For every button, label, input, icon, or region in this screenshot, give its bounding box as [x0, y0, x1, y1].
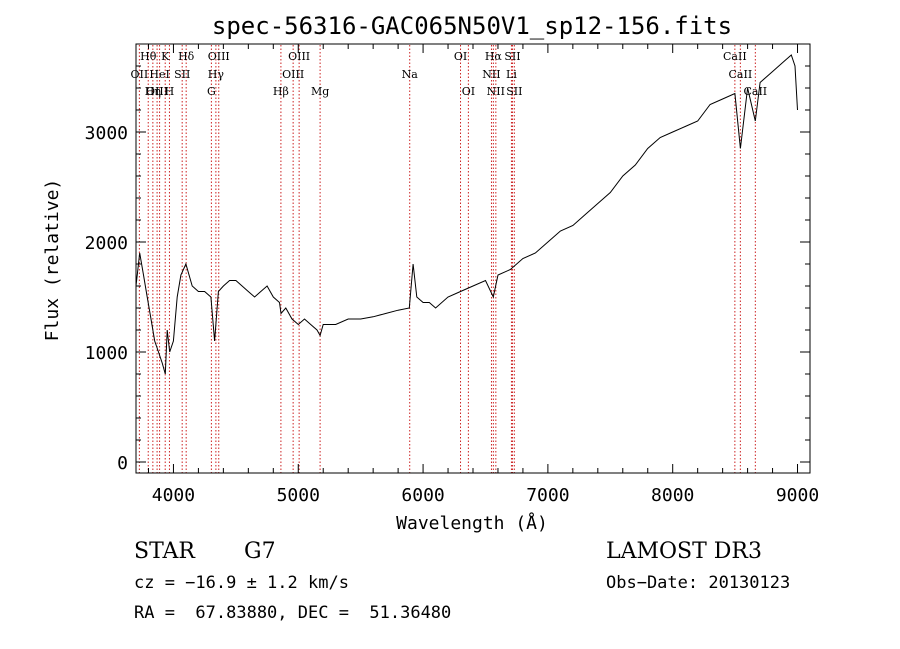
- line-label-0: Hθ: [140, 50, 157, 63]
- object-class: STAR: [134, 539, 195, 564]
- x-tick-label-3: 7000: [526, 485, 569, 506]
- line-label-26: CaII: [729, 68, 753, 81]
- line-label-17: OI: [454, 50, 467, 63]
- y-tick-label-1: 1000: [85, 343, 128, 364]
- line-label-19: Hα: [485, 50, 503, 63]
- x-tick-label-2: 6000: [401, 485, 444, 506]
- line-label-5: K: [161, 50, 170, 63]
- y-axis: 0 1000 2000 3000: [85, 65, 810, 474]
- line-label-20: NII: [482, 68, 500, 81]
- line-label-2: Hη: [145, 85, 161, 98]
- redshift-velocity: cz = −16.9 ± 1.2 km/s: [134, 573, 349, 593]
- x-axis-label: Wavelength (Å): [396, 512, 548, 534]
- line-label-22: SII: [504, 50, 520, 63]
- line-label-13: OIII: [288, 50, 310, 63]
- line-label-1: OII: [131, 68, 149, 81]
- sky-coordinates: RA = 67.83880, DEC = 51.36480: [134, 603, 452, 623]
- survey-name: LAMOST DR3: [606, 539, 762, 564]
- plot-frame: [135, 43, 811, 474]
- line-label-16: Na: [402, 68, 419, 81]
- x-axis: 4000 5000 6000 7000 8000 9000: [147, 44, 819, 506]
- line-label-4: HeI: [149, 68, 169, 81]
- x-tick-label-4: 8000: [651, 485, 694, 506]
- line-label-23: Li: [506, 68, 517, 81]
- emission-line-markers: [138, 45, 756, 473]
- line-label-12: Hβ: [273, 85, 289, 98]
- line-label-10: Hγ: [208, 68, 225, 81]
- y-axis-label: Flux (relative): [42, 179, 63, 342]
- line-label-15: Mg: [311, 85, 329, 98]
- object-subclass: G7: [244, 539, 276, 564]
- line-label-8: Hδ: [178, 50, 195, 63]
- y-tick-label-3: 3000: [85, 123, 128, 144]
- observation-date: Obs−Date: 20130123: [606, 573, 791, 593]
- line-label-3: OIII: [146, 85, 168, 98]
- line-label-21: NII: [487, 85, 505, 98]
- x-tick-label-0: 4000: [152, 485, 195, 506]
- line-label-14: OIII: [282, 68, 304, 81]
- spectrum-chart: spec-56316-GAC065N50V1_sp12-156.fits Hθ O…: [42, 12, 819, 534]
- y-tick-label-2: 2000: [85, 233, 128, 254]
- line-label-7: H: [165, 85, 175, 98]
- line-label-9: OIII: [208, 50, 230, 63]
- x-tick-label-1: 5000: [277, 485, 320, 506]
- spectrum-line: [135, 54, 798, 375]
- line-label-25: CaII: [723, 50, 747, 63]
- y-tick-label-0: 0: [117, 453, 128, 474]
- line-label-24: SII: [506, 85, 522, 98]
- line-label-18: OI: [462, 85, 475, 98]
- line-label-11: G: [207, 85, 216, 98]
- line-label-6: SII: [174, 68, 190, 81]
- chart-title: spec-56316-GAC065N50V1_sp12-156.fits: [212, 12, 732, 40]
- x-tick-label-5: 9000: [776, 485, 819, 506]
